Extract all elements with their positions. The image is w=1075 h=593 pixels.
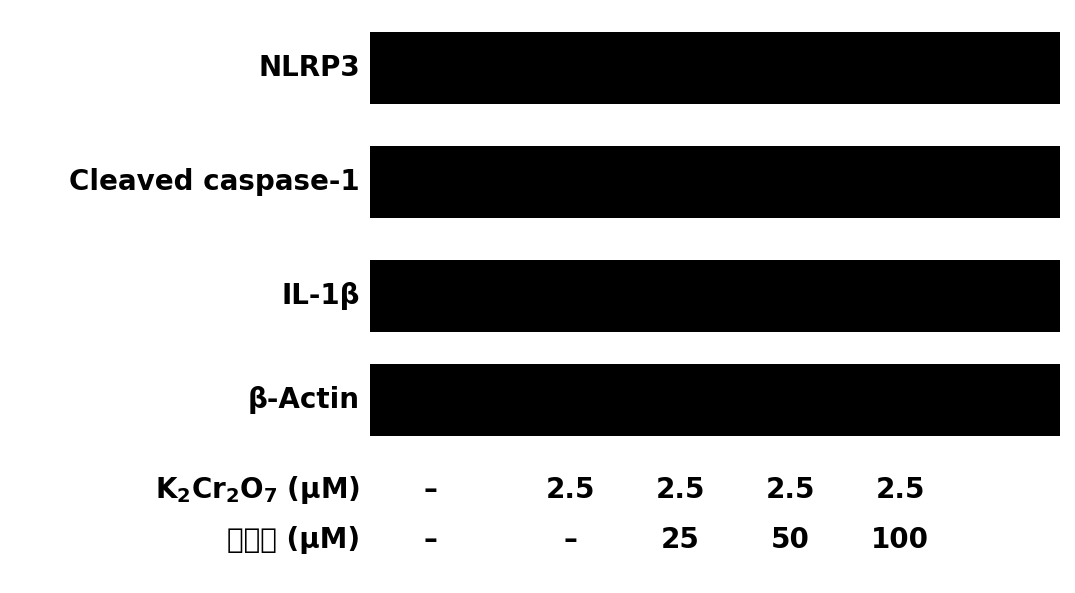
Bar <box>370 260 1060 332</box>
Bar <box>370 146 1060 218</box>
Text: 100: 100 <box>871 526 929 554</box>
Text: 2.5: 2.5 <box>875 476 924 504</box>
Text: $\mathbf{K_2Cr_2O_7\ (\mu M)}$: $\mathbf{K_2Cr_2O_7\ (\mu M)}$ <box>155 474 360 506</box>
Text: 2.5: 2.5 <box>656 476 705 504</box>
Text: β-Actin: β-Actin <box>248 386 360 414</box>
Text: 25: 25 <box>660 526 700 554</box>
Text: –: – <box>424 476 436 504</box>
Bar <box>370 364 1060 436</box>
Text: 2.5: 2.5 <box>545 476 594 504</box>
Text: 50: 50 <box>771 526 809 554</box>
Text: –: – <box>563 526 577 554</box>
Text: 阿魏酸 (μM): 阿魏酸 (μM) <box>227 526 360 554</box>
Bar <box>370 32 1060 104</box>
Text: NLRP3: NLRP3 <box>258 54 360 82</box>
Text: –: – <box>424 526 436 554</box>
Text: IL-1β: IL-1β <box>282 282 360 310</box>
Text: 2.5: 2.5 <box>765 476 815 504</box>
Text: Cleaved caspase-1: Cleaved caspase-1 <box>70 168 360 196</box>
